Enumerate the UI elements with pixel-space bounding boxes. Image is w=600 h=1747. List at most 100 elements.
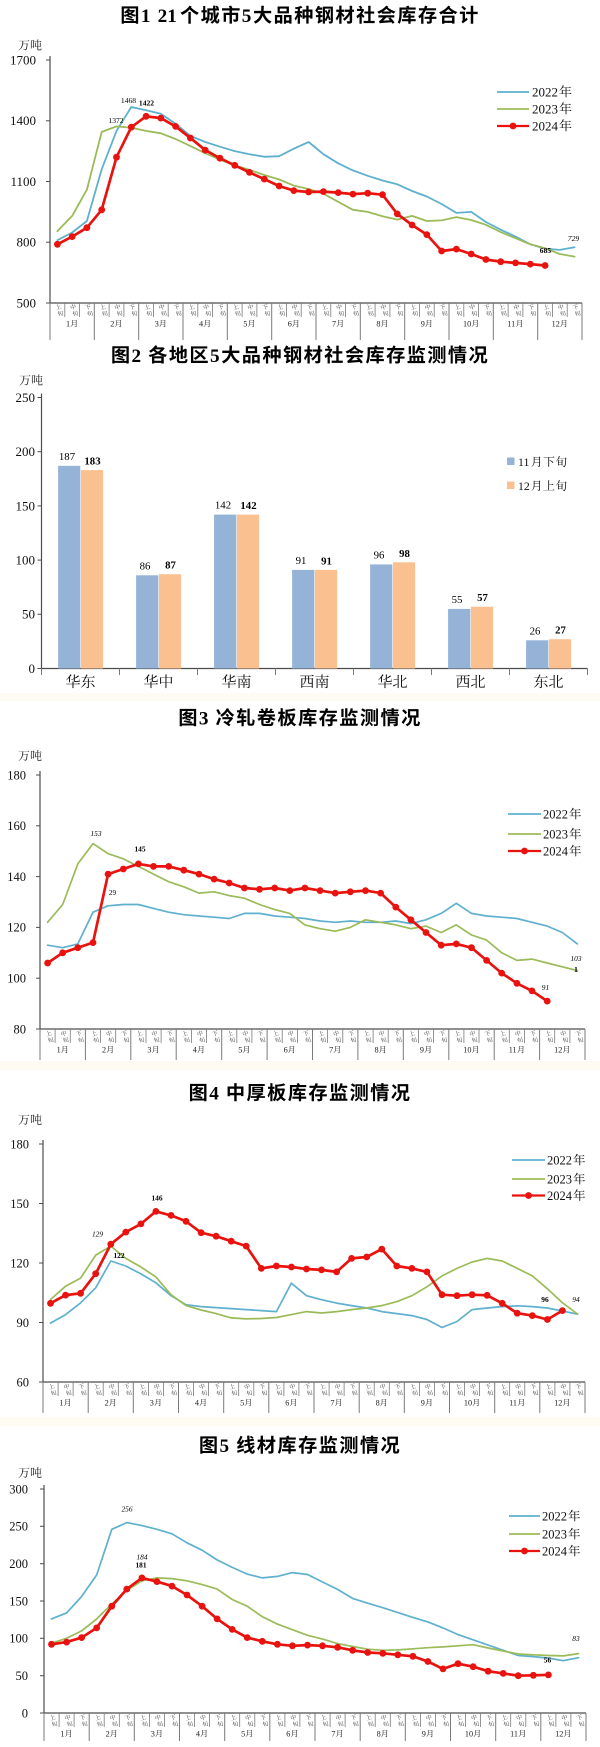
svg-text:5: 5 — [238, 1046, 242, 1055]
svg-text:86: 86 — [140, 560, 151, 572]
svg-text:729: 729 — [568, 234, 580, 243]
svg-text:29: 29 — [109, 889, 117, 897]
svg-text:150: 150 — [9, 1594, 28, 1608]
svg-text:2: 2 — [110, 320, 114, 329]
svg-text:2023: 2023 — [542, 1527, 567, 1541]
svg-text:129: 129 — [92, 1230, 103, 1239]
svg-text:122: 122 — [113, 1251, 124, 1260]
svg-text:2022: 2022 — [543, 807, 568, 821]
svg-text:1: 1 — [66, 320, 70, 329]
svg-text:96: 96 — [541, 1295, 549, 1304]
svg-text:3: 3 — [151, 1730, 155, 1739]
svg-text:685: 685 — [540, 246, 552, 255]
svg-text:4: 4 — [195, 1399, 199, 1408]
svg-text:50: 50 — [16, 1669, 29, 1683]
svg-text:3: 3 — [199, 709, 209, 730]
svg-text:140: 140 — [7, 870, 26, 884]
svg-text:57: 57 — [477, 592, 488, 604]
svg-text:94: 94 — [572, 1295, 580, 1304]
svg-text:160: 160 — [7, 819, 26, 833]
svg-text:91: 91 — [321, 555, 332, 567]
svg-text:200: 200 — [9, 1557, 28, 1571]
svg-text:5: 5 — [242, 6, 252, 27]
svg-text:3: 3 — [155, 320, 159, 329]
svg-text:150: 150 — [16, 498, 36, 513]
svg-text:10: 10 — [465, 1730, 473, 1739]
svg-text:2022: 2022 — [542, 1509, 567, 1523]
svg-text:10: 10 — [464, 1399, 472, 1408]
svg-text:2022: 2022 — [532, 84, 558, 99]
svg-text:1372: 1372 — [108, 116, 123, 125]
svg-text:2: 2 — [106, 1730, 110, 1739]
svg-text:56: 56 — [544, 1656, 552, 1665]
svg-text:1700: 1700 — [10, 52, 36, 67]
svg-text:4: 4 — [196, 1730, 200, 1739]
svg-text:12: 12 — [555, 1730, 563, 1739]
svg-text:100: 100 — [7, 972, 26, 986]
svg-text:12: 12 — [552, 320, 560, 329]
svg-text:87: 87 — [165, 560, 176, 572]
svg-text:11: 11 — [509, 1399, 517, 1408]
svg-text:0: 0 — [29, 661, 36, 676]
svg-text:96: 96 — [374, 549, 385, 561]
svg-text:6: 6 — [284, 1046, 288, 1055]
svg-text:60: 60 — [17, 1375, 30, 1389]
svg-text:8: 8 — [377, 1730, 381, 1739]
svg-text:2: 2 — [102, 1046, 106, 1055]
svg-text:256: 256 — [121, 1505, 132, 1514]
svg-text:2023: 2023 — [543, 827, 568, 841]
svg-text:10: 10 — [463, 320, 471, 329]
svg-text:1: 1 — [57, 1046, 61, 1055]
svg-text:5: 5 — [240, 1399, 244, 1408]
svg-text:4: 4 — [209, 1084, 219, 1105]
svg-text:5: 5 — [220, 1436, 230, 1457]
svg-text:1400: 1400 — [10, 113, 36, 128]
svg-text:11: 11 — [509, 1046, 517, 1055]
svg-text:2022: 2022 — [547, 1153, 572, 1167]
svg-text:2024: 2024 — [532, 118, 559, 133]
svg-text:4: 4 — [199, 320, 203, 329]
svg-text:83: 83 — [572, 1634, 580, 1643]
svg-text:146: 146 — [151, 1194, 162, 1203]
svg-text:7: 7 — [331, 1730, 335, 1739]
svg-text:1: 1 — [574, 965, 578, 974]
svg-text:5: 5 — [241, 1730, 245, 1739]
svg-text:153: 153 — [90, 829, 101, 838]
svg-text:187: 187 — [59, 451, 76, 463]
svg-text:1422: 1422 — [139, 99, 154, 108]
svg-text:12: 12 — [554, 1399, 562, 1408]
svg-text:300: 300 — [9, 1482, 28, 1496]
svg-text:7: 7 — [332, 320, 336, 329]
svg-text:2: 2 — [105, 1399, 109, 1408]
svg-text:8: 8 — [375, 1046, 379, 1055]
svg-text:11: 11 — [507, 320, 515, 329]
svg-text:100: 100 — [9, 1632, 28, 1646]
svg-text:4: 4 — [193, 1046, 197, 1055]
svg-text:142: 142 — [240, 500, 256, 512]
svg-text:180: 180 — [10, 1137, 29, 1151]
svg-text:145: 145 — [134, 845, 145, 854]
svg-text:0: 0 — [22, 1706, 28, 1720]
svg-text:2023: 2023 — [547, 1172, 572, 1186]
svg-text:181: 181 — [135, 1561, 146, 1570]
svg-text:3: 3 — [150, 1399, 154, 1408]
svg-text:120: 120 — [10, 1256, 29, 1270]
svg-text:8: 8 — [376, 1399, 380, 1408]
svg-text:6: 6 — [285, 1399, 289, 1408]
svg-text:9: 9 — [420, 1046, 424, 1055]
svg-text:26: 26 — [530, 625, 541, 637]
svg-text:50: 50 — [22, 607, 35, 622]
svg-text:1468: 1468 — [121, 96, 136, 105]
svg-text:183: 183 — [84, 456, 101, 468]
svg-text:12: 12 — [554, 1046, 562, 1055]
svg-text:2024: 2024 — [547, 1189, 573, 1203]
svg-text:21: 21 — [158, 6, 177, 27]
svg-text:250: 250 — [16, 390, 36, 405]
svg-text:11: 11 — [518, 455, 529, 469]
svg-text:2: 2 — [132, 346, 142, 367]
svg-text:1100: 1100 — [10, 174, 36, 189]
svg-text:9: 9 — [421, 320, 425, 329]
svg-text:6: 6 — [288, 320, 292, 329]
svg-text:8: 8 — [376, 320, 380, 329]
svg-text:120: 120 — [7, 921, 26, 935]
